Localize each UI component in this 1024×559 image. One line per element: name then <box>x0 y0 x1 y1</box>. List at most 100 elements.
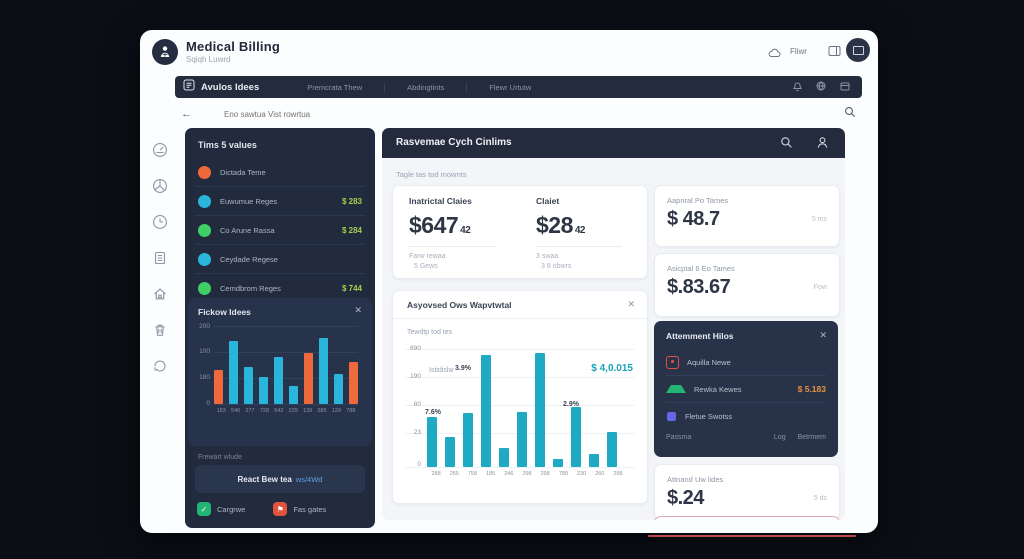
metric-value: $28 42 <box>536 212 647 239</box>
x-axis-labels: 183 540 277 728 542 229 139 585 129 788 <box>214 408 358 414</box>
layout-icon[interactable] <box>840 78 850 96</box>
panel-footnote: Frewart wlude <box>198 454 242 461</box>
metric-caption-1: Farw rewaa <box>409 253 446 260</box>
x-axis-labels: 288 265 758 185 246 298 298 789 230 260 298 <box>427 471 627 477</box>
stat-card-associated: Asicptal 6 Eo Tames $.83.67 Fow <box>654 253 840 317</box>
dashboard-gauge-icon[interactable] <box>152 142 168 158</box>
alert-row[interactable]: Aquilla Newe <box>666 349 826 376</box>
globe-icon[interactable] <box>816 78 826 96</box>
search-icon[interactable] <box>844 105 856 123</box>
legend-row[interactable]: Ceydade Regese <box>195 245 365 274</box>
stat-note: Fow <box>813 284 827 291</box>
legend-row[interactable]: Dictada Teme <box>195 158 365 187</box>
alert-row[interactable]: Fletue Swotss <box>666 403 826 429</box>
x-tick-label: 788 <box>346 408 356 414</box>
document-icon[interactable] <box>152 250 168 266</box>
footer-item-flag[interactable]: ⚑ Fas gates <box>273 502 326 516</box>
revenue-panel-header: Rasvemae Cych Cinlims <box>382 128 845 158</box>
check-glyph: ✓ <box>200 504 208 514</box>
gridline <box>214 352 358 353</box>
alert-label: Rewka Kewes <box>694 384 742 394</box>
metric-label: Claiet <box>536 196 560 206</box>
x-tick-label: 758 <box>467 471 478 477</box>
alerts-link-detail[interactable]: Betrmem <box>797 434 826 441</box>
search-icon[interactable] <box>780 136 793 154</box>
x-tick-label: 277 <box>245 408 255 414</box>
alerts-footer-left: Passma <box>666 434 692 441</box>
panel-icon[interactable] <box>828 44 841 62</box>
bar <box>499 448 509 467</box>
alerts-link-log[interactable]: Log <box>773 434 786 441</box>
alert-value: $ 5.183 <box>797 384 826 394</box>
annotation-7-6: 7.6% <box>425 409 441 416</box>
navbar-tabs: Premcrata Thew Abdingtints Flewr Urtutw <box>285 82 553 92</box>
x-tick-label: 230 <box>577 471 587 477</box>
partial-card <box>654 516 840 520</box>
panel-footer: ✓ Cargrwe ⚑ Fas gates <box>197 502 365 516</box>
app-logo <box>152 39 178 65</box>
nav-tab-1[interactable]: Premcrata Thew <box>307 82 363 92</box>
y-tick-label: 0 <box>206 400 210 407</box>
stat-card-additional: Attnand Uw lides $.24 5 ds <box>654 464 840 520</box>
metrics-card: Inatrictal Claies $647 42 Farw rewaa 5 Ge… <box>392 185 648 279</box>
center-chart-subtitle: Tewdtp tod tes <box>407 329 453 336</box>
y-tick-label: 180 <box>199 374 210 381</box>
alert-label: Fletue Swotss <box>685 411 733 421</box>
metric-caption-1: 3 swaa <box>536 253 559 260</box>
user-icon[interactable] <box>816 136 829 154</box>
stat-note: 5 ds <box>813 495 827 502</box>
bar <box>244 367 253 404</box>
bar <box>319 338 328 404</box>
close-icon[interactable]: ✕ <box>627 299 635 309</box>
x-tick-label: 229 <box>288 408 298 414</box>
legend-row[interactable]: Euwumue Reges $ 283 <box>195 187 365 216</box>
x-tick-label: 246 <box>504 471 514 477</box>
search-input[interactable] <box>222 108 844 120</box>
navbar-actions <box>792 78 862 96</box>
clock-icon[interactable] <box>152 214 168 230</box>
y-tick-label: 0 <box>417 461 421 468</box>
divider <box>393 318 647 319</box>
x-tick-label: 540 <box>231 408 241 414</box>
user-avatar[interactable] <box>846 38 870 62</box>
metric-dollars: $28 <box>536 212 573 238</box>
home-icon[interactable] <box>152 286 168 302</box>
report-button[interactable]: React Bew tea ws/4Wd <box>195 465 365 493</box>
filter-label[interactable]: Fliwr <box>790 47 807 56</box>
alert-label: Aquilla Newe <box>687 357 731 367</box>
left-chart-title: Fickow Idees <box>198 307 251 317</box>
legend-dot <box>198 252 211 266</box>
panel-subtitle: Tagle tas tod mownts <box>396 170 467 179</box>
footer-item-label: Cargrwe <box>217 504 246 514</box>
alert-row[interactable]: Rewka Kewes $ 5.183 <box>666 376 826 403</box>
close-icon[interactable]: ✕ <box>819 330 827 340</box>
gridline <box>405 349 635 350</box>
close-icon[interactable]: ✕ <box>354 305 362 315</box>
trash-icon[interactable] <box>152 322 168 338</box>
nav-tab-3[interactable]: Flewr Urtutw <box>466 82 553 92</box>
footer-item-approve[interactable]: ✓ Cargrwe <box>197 502 245 516</box>
app-window: Medical Billing Sqiqh Luwrd Fliwr Avulos… <box>140 30 878 533</box>
bar <box>289 386 298 404</box>
legend-row[interactable]: Cemdbrom Reges $ 744 <box>195 274 365 302</box>
top-values-panel: Tims 5 values Dictada Teme Euwumue Reges… <box>185 128 375 528</box>
cloud-icon[interactable] <box>768 45 781 63</box>
bar <box>259 377 268 404</box>
x-tick-label: 288 <box>431 471 441 477</box>
pie-chart-icon[interactable] <box>152 178 168 194</box>
legend-row[interactable]: Co Arune Rassa $ 284 <box>195 216 365 245</box>
left-chart-card: Fickow Idees ✕ 200 100 180 0 183 540 277 72… <box>188 298 372 446</box>
history-icon[interactable] <box>152 358 168 374</box>
y-tick-label: 190 <box>410 373 421 380</box>
gridline <box>214 404 358 405</box>
back-arrow-icon[interactable]: ← <box>181 108 192 120</box>
legend-dot <box>198 194 211 208</box>
x-tick-label: 789 <box>558 471 568 477</box>
bell-icon[interactable] <box>792 78 803 96</box>
alert-icon <box>666 355 679 369</box>
metric-label: Inatrictal Claies <box>409 196 472 206</box>
check-icon: ✓ <box>197 502 211 516</box>
nav-tab-2[interactable]: Abdingtints <box>384 82 466 92</box>
bar <box>571 407 581 467</box>
bar <box>349 362 358 404</box>
